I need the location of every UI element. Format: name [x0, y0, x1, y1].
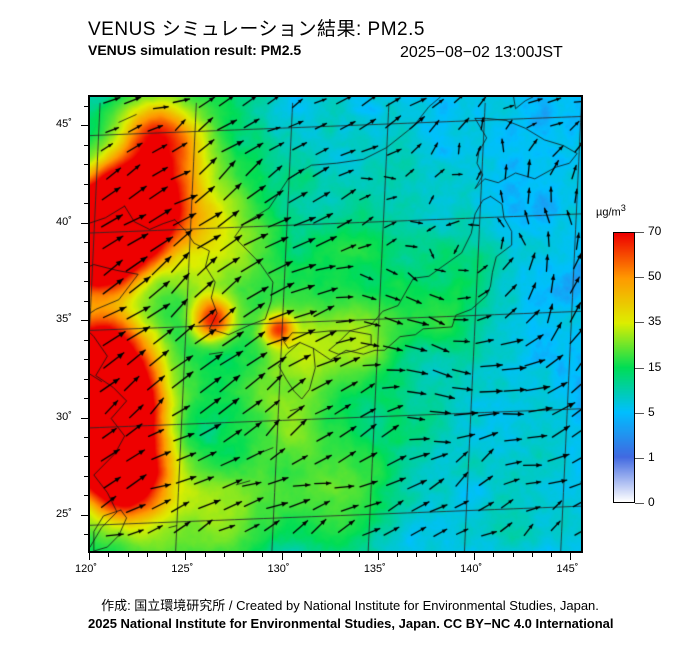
x-axis-minor-tick: [454, 553, 456, 557]
colorbar-tick-50: [635, 277, 644, 279]
colorbar-unit-label: µg/m3: [596, 203, 626, 219]
y-axis-major-tick: [81, 417, 88, 419]
x-axis-tick-label: 145˚: [556, 563, 579, 575]
y-axis-minor-tick: [84, 183, 88, 185]
y-axis-tick-label: 30˚: [56, 410, 72, 423]
y-axis-major-tick: [81, 125, 88, 127]
colorbar-tick-label: 1: [648, 449, 655, 464]
x-axis-major-tick: [570, 553, 572, 560]
y-axis-minor-tick: [84, 436, 88, 438]
x-axis-minor-tick: [531, 553, 533, 557]
page-title-english: VENUS simulation result: PM2.5: [88, 42, 302, 58]
y-axis-major-tick: [81, 222, 88, 224]
y-axis-minor-tick: [84, 203, 88, 205]
x-axis-tick-label: 140˚: [460, 563, 483, 575]
x-axis-major-tick: [281, 553, 283, 560]
x-axis-minor-tick: [339, 553, 341, 557]
x-axis-tick-label: 120˚: [75, 563, 98, 575]
y-axis-minor-tick: [84, 475, 88, 477]
x-axis-minor-tick: [512, 553, 514, 557]
y-axis-minor-tick: [84, 398, 88, 400]
y-axis-minor-tick: [84, 105, 88, 107]
x-axis-minor-tick: [493, 553, 495, 557]
y-axis-minor-tick: [84, 300, 88, 302]
x-axis-minor-tick: [320, 553, 322, 557]
colorbar-tick-5: [635, 412, 644, 414]
y-axis-minor-tick: [84, 378, 88, 380]
colorbar-gradient: [614, 233, 634, 502]
pm25-concentration-map: [90, 97, 581, 551]
colorbar-unit-exponent: 3: [620, 203, 626, 213]
y-axis-minor-tick: [84, 164, 88, 166]
colorbar-tick-70: [635, 232, 644, 233]
x-axis-minor-tick: [166, 553, 168, 557]
x-axis-minor-tick: [223, 553, 225, 557]
x-axis-minor-tick: [397, 553, 399, 557]
y-axis-minor-tick: [84, 359, 88, 361]
colorbar-tick-0: [635, 503, 644, 504]
timestamp-label: 2025−08−02 13:00JST: [400, 44, 563, 61]
credit-line-japanese: 作成: 国立環境研究所 / Created by National Instit…: [101, 598, 599, 613]
y-axis-major-tick: [81, 514, 88, 516]
colorbar-tick-label: 15: [648, 359, 662, 374]
x-axis-tick-label: 135˚: [363, 563, 386, 575]
x-axis-minor-tick: [551, 553, 553, 557]
y-axis-minor-tick: [84, 144, 88, 146]
x-axis-minor-tick: [416, 553, 418, 557]
y-axis-minor-tick: [84, 339, 88, 341]
x-axis-minor-tick: [243, 553, 245, 557]
x-axis-minor-tick: [108, 553, 110, 557]
y-axis-minor-tick: [84, 261, 88, 263]
colorbar-tick-label: 5: [648, 404, 655, 419]
x-axis-major-tick: [377, 553, 379, 560]
x-axis-major-tick: [89, 553, 90, 560]
x-axis-minor-tick: [435, 553, 437, 557]
colorbar-tick-label: 35: [648, 314, 662, 329]
colorbar-tick-label: 70: [648, 224, 662, 238]
y-axis-minor-tick: [84, 495, 88, 497]
colorbar-unit-base: µg/m: [596, 206, 621, 219]
x-axis-minor-tick: [146, 553, 148, 557]
y-axis-tick-label: 40˚: [56, 215, 72, 228]
y-axis-tick-label: 25˚: [56, 507, 72, 520]
x-axis-tick-label: 130˚: [267, 563, 290, 575]
y-axis-minor-tick: [84, 534, 88, 536]
colorbar: [613, 232, 635, 503]
page-title-japanese: VENUS シミュレーション結果: PM2.5: [88, 19, 425, 40]
x-axis-minor-tick: [127, 553, 129, 557]
x-axis-minor-tick: [300, 553, 302, 557]
map-plot-area: [88, 95, 583, 553]
x-axis-tick-label: 125˚: [171, 563, 194, 575]
x-axis-minor-tick: [262, 553, 264, 557]
colorbar-tick-label: 50: [648, 269, 662, 284]
y-axis-tick-label: 35˚: [56, 313, 72, 326]
x-axis-major-tick: [474, 553, 476, 560]
credit-line-english: 2025 National Institute for Environmenta…: [88, 616, 614, 631]
colorbar-tick-15: [635, 367, 644, 369]
colorbar-tick-label: 0: [648, 495, 655, 509]
x-axis-major-tick: [185, 553, 187, 560]
y-axis-tick-label: 45˚: [56, 118, 72, 131]
colorbar-tick-35: [635, 322, 644, 324]
y-axis-minor-tick: [84, 456, 88, 458]
colorbar-tick-1: [635, 457, 644, 459]
y-axis-major-tick: [81, 320, 88, 322]
y-axis-minor-tick: [84, 242, 88, 244]
x-axis-minor-tick: [358, 553, 360, 557]
y-axis-minor-tick: [84, 281, 88, 283]
x-axis-minor-tick: [204, 553, 206, 557]
